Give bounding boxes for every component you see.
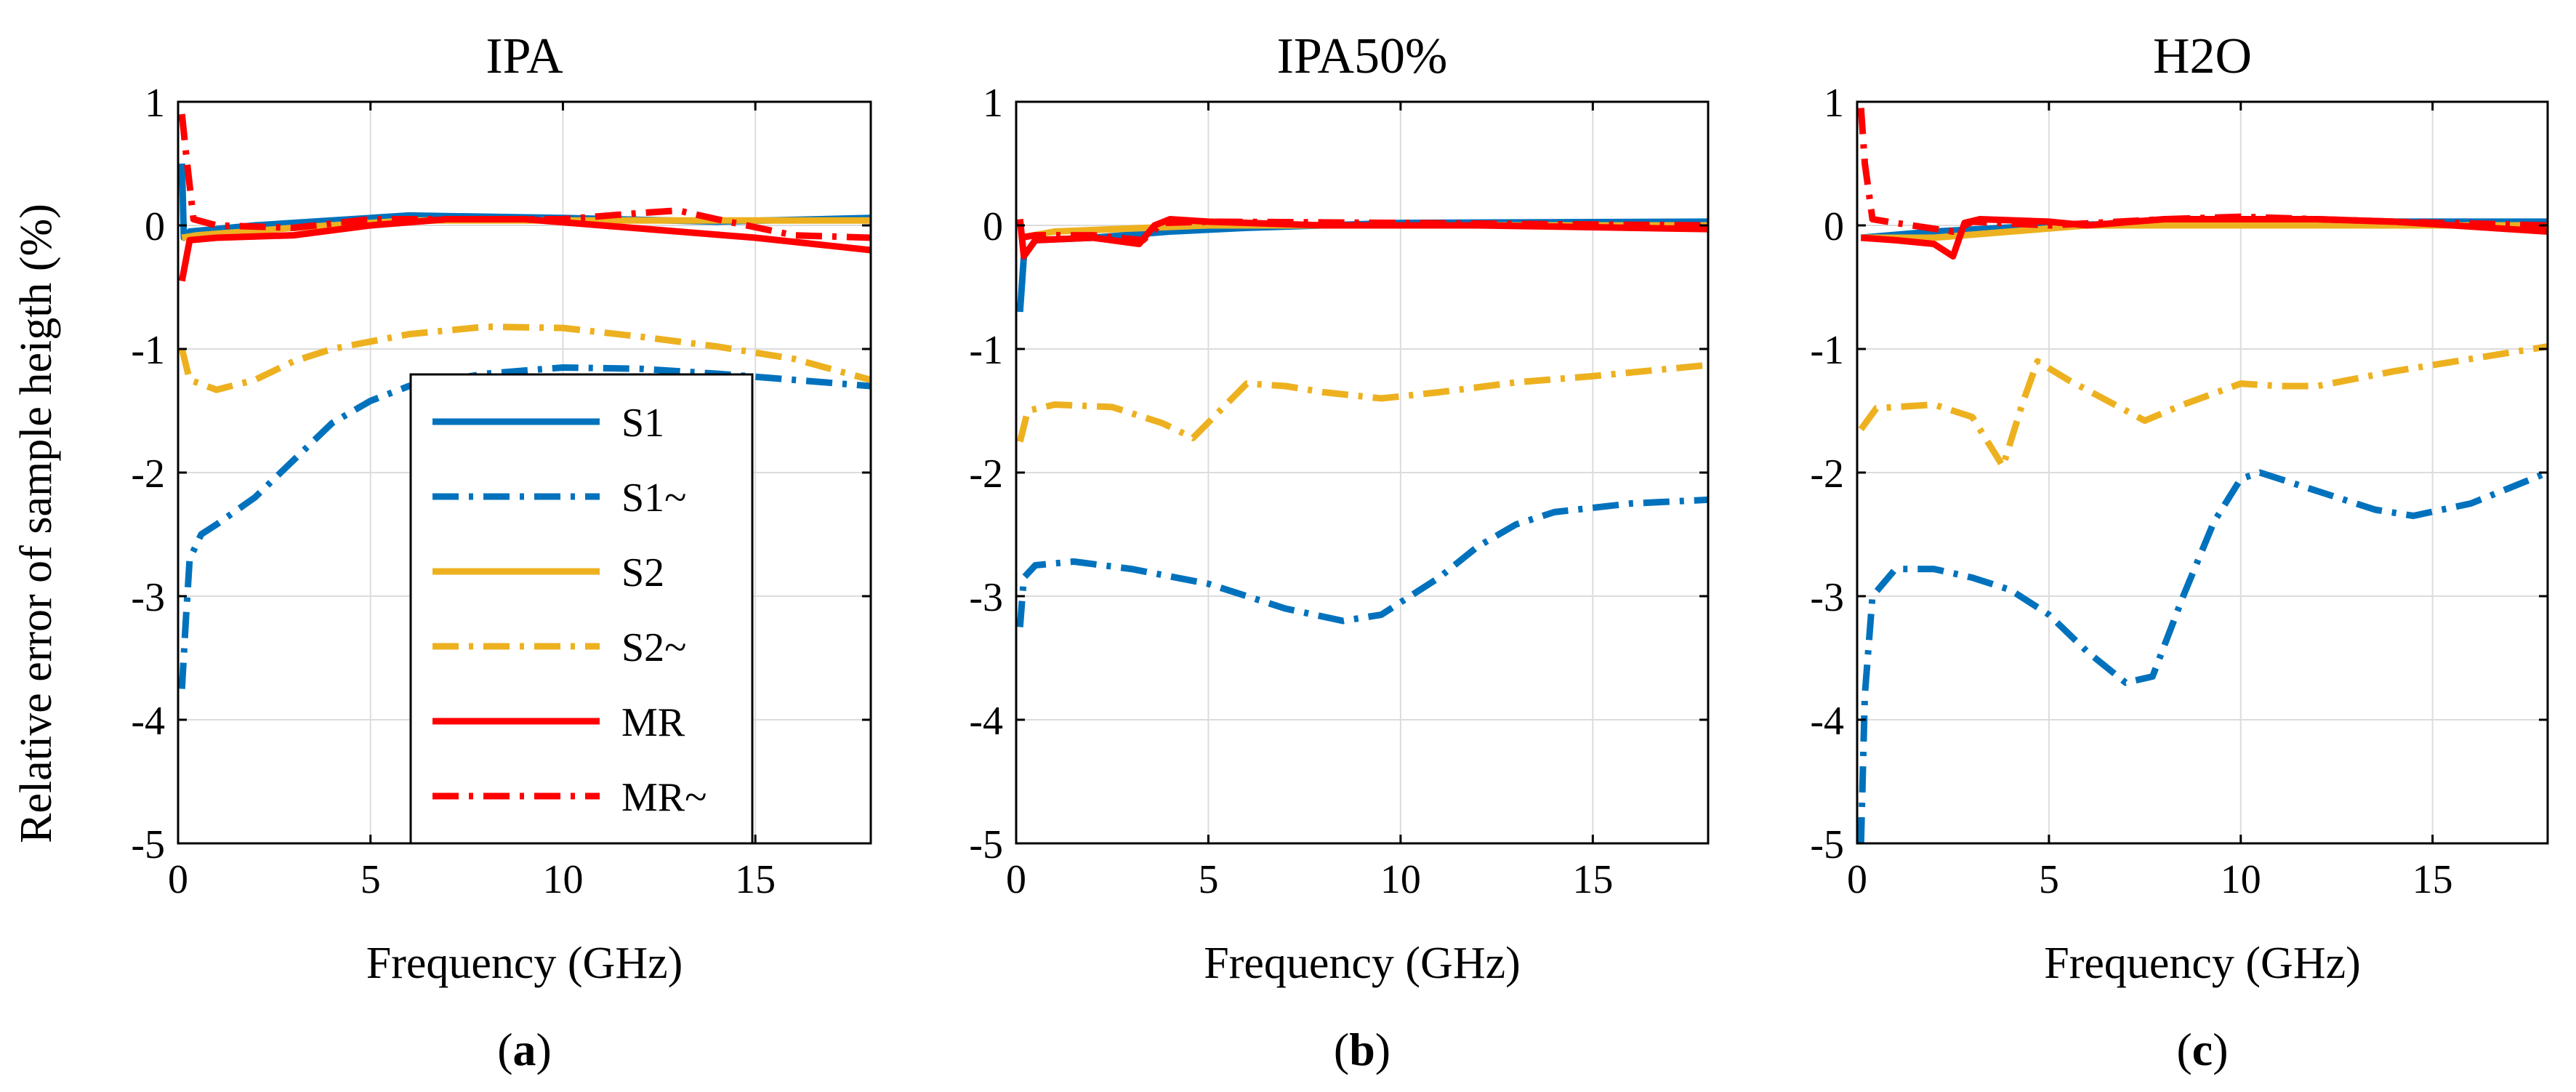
x-tick-label: 0 — [168, 857, 188, 902]
x-tick-label: 0 — [1006, 857, 1026, 902]
x-tick-label: 5 — [1198, 857, 1218, 902]
x-tick-label: 10 — [1380, 857, 1421, 902]
y-tick-label: -5 — [1810, 822, 1844, 867]
series-line-mr-tilde — [1857, 108, 2548, 235]
chart-title: H2O — [2153, 28, 2252, 84]
y-tick-label: -4 — [1810, 699, 1844, 744]
x-tick-label: 15 — [735, 857, 776, 902]
x-tick-label: 15 — [2412, 857, 2453, 902]
legend-label: S1~ — [621, 475, 686, 521]
series-line-s2-tilde — [1016, 361, 1708, 443]
y-tick-label: -3 — [131, 575, 165, 620]
legend-label: S1 — [621, 401, 664, 446]
legend-label: S2~ — [621, 625, 686, 670]
y-tick-label: -5 — [131, 822, 165, 867]
y-tick-label: -4 — [131, 699, 165, 744]
y-tick-label: -3 — [1810, 575, 1844, 620]
y-tick-label: -1 — [1810, 328, 1844, 373]
x-axis-label: Frequency (GHz) — [2044, 939, 2361, 988]
series-line-s1-tilde — [178, 364, 871, 689]
y-tick-label: 1 — [145, 81, 165, 126]
y-axis-label: Relative error of sample heigth (%) — [12, 204, 61, 843]
y-tick-label: 1 — [983, 81, 1003, 126]
y-tick-label: 1 — [1824, 81, 1844, 126]
panel-caption: (b) — [1334, 1024, 1390, 1075]
y-tick-label: -2 — [969, 451, 1003, 497]
x-tick-label: 15 — [1572, 857, 1613, 902]
x-axis-label: Frequency (GHz) — [366, 939, 683, 988]
legend-box — [409, 373, 754, 845]
y-tick-label: 0 — [1824, 204, 1844, 249]
chart-title: IPA50% — [1277, 28, 1448, 84]
legend: S1 S1~ S2 S2~ MR MR~ — [409, 373, 754, 845]
series-line-s1-tilde — [1857, 469, 2548, 844]
y-tick-label: -1 — [969, 328, 1003, 373]
x-axis-label: Frequency (GHz) — [1204, 939, 1521, 988]
y-tick-label: -4 — [969, 699, 1003, 744]
legend-label: MR~ — [621, 775, 707, 820]
panel-caption: (a) — [497, 1024, 552, 1075]
series-line-s2-tilde — [178, 323, 871, 393]
series-group — [1016, 216, 1708, 627]
y-tick-label: -2 — [131, 451, 165, 497]
y-tick-label: 0 — [983, 204, 1003, 249]
x-tick-label: 5 — [361, 857, 381, 902]
x-tick-label: 10 — [2221, 857, 2261, 902]
y-tick-label: -2 — [1810, 451, 1844, 497]
legend-label: MR — [621, 700, 685, 745]
x-tick-label: 5 — [2039, 857, 2059, 902]
panel-caption: (c) — [2176, 1024, 2228, 1075]
series-line-s2-tilde — [1858, 343, 2548, 470]
x-tick-label: 10 — [542, 857, 583, 902]
series-group — [1857, 108, 2548, 844]
series-line-mr-tilde — [178, 113, 871, 241]
y-tick-label: -3 — [969, 575, 1003, 620]
series-group — [178, 113, 871, 689]
y-tick-label: -1 — [131, 328, 165, 373]
x-tick-label: 0 — [1847, 857, 1867, 902]
y-tick-label: -5 — [969, 822, 1003, 867]
y-tick-label: 0 — [145, 204, 165, 249]
chart-title: IPA — [486, 28, 563, 84]
series-line-mr-tilde — [1019, 218, 1708, 244]
series-line-s1-tilde — [1016, 496, 1708, 627]
legend-label: S2 — [621, 550, 664, 595]
